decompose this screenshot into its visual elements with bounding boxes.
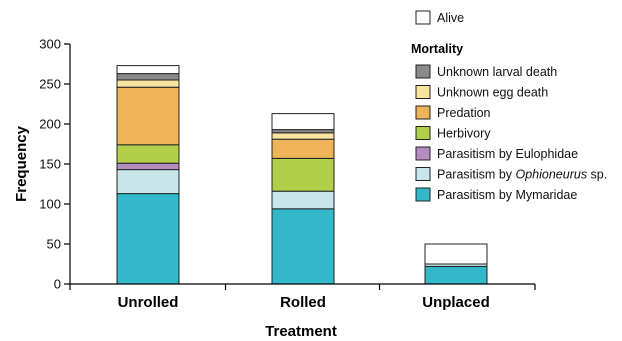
bar-segment [116, 65, 180, 75]
bars-group [116, 65, 488, 285]
legend-label: Parasitism by Ophioneurus sp. [437, 168, 607, 182]
legend-label: Alive [437, 11, 464, 25]
legend-label: Unknown larval death [437, 65, 557, 79]
y-tick-label: 0 [54, 277, 61, 292]
bar-segment [271, 157, 335, 192]
bar-segment [116, 193, 180, 285]
legend-label: Unknown egg death [437, 86, 548, 100]
legend: Alive Mortality Unknown larval death Unknow… [411, 10, 607, 202]
y-tick-label: 100 [39, 197, 61, 212]
legend-label: Herbivory [437, 127, 491, 141]
x-axis-title: Treatment [265, 323, 337, 340]
legend-swatch [415, 105, 431, 120]
x-ticks-group: Unrolled Rolled Unplaced [69, 284, 536, 311]
bar-segment [116, 169, 180, 195]
legend-label: Parasitism by Eulophidae [437, 147, 578, 161]
y-tick-label: 50 [47, 237, 61, 252]
y-tick-label: 250 [39, 77, 61, 92]
bar-segment [116, 162, 180, 171]
legend-swatch [415, 126, 431, 140]
bar-segment [271, 190, 335, 210]
bar-segment [424, 265, 488, 285]
legend-title: Mortality [411, 42, 463, 56]
bar-segment [271, 113, 335, 131]
legend-swatch [415, 167, 431, 181]
x-category-label: Rolled [280, 294, 326, 311]
bar-segment [116, 144, 180, 164]
x-category-label: Unrolled [118, 294, 179, 311]
legend-swatch [415, 10, 431, 25]
legend-label: Parasitism by Mymaridae [437, 188, 577, 202]
bar-segment [116, 79, 180, 88]
x-category-label: Unplaced [422, 294, 490, 311]
legend-swatch [415, 187, 431, 202]
bar-segment [271, 132, 335, 140]
bar-segment [271, 138, 335, 159]
legend-swatch [415, 64, 431, 79]
y-axis-title: Frequency [13, 125, 30, 202]
bar-segment [116, 86, 180, 146]
y-tick-label: 200 [39, 117, 61, 132]
y-ticks-group: 0 50 100 150 200 250 300 [39, 37, 70, 292]
legend-label: Predation [437, 106, 491, 120]
y-tick-label: 150 [39, 157, 61, 172]
bar-segment [271, 208, 335, 285]
legend-swatch [415, 146, 431, 161]
bar-segment [424, 243, 488, 265]
bar-segment [116, 73, 180, 81]
y-tick-label: 300 [39, 37, 61, 52]
legend-swatch [415, 85, 431, 99]
